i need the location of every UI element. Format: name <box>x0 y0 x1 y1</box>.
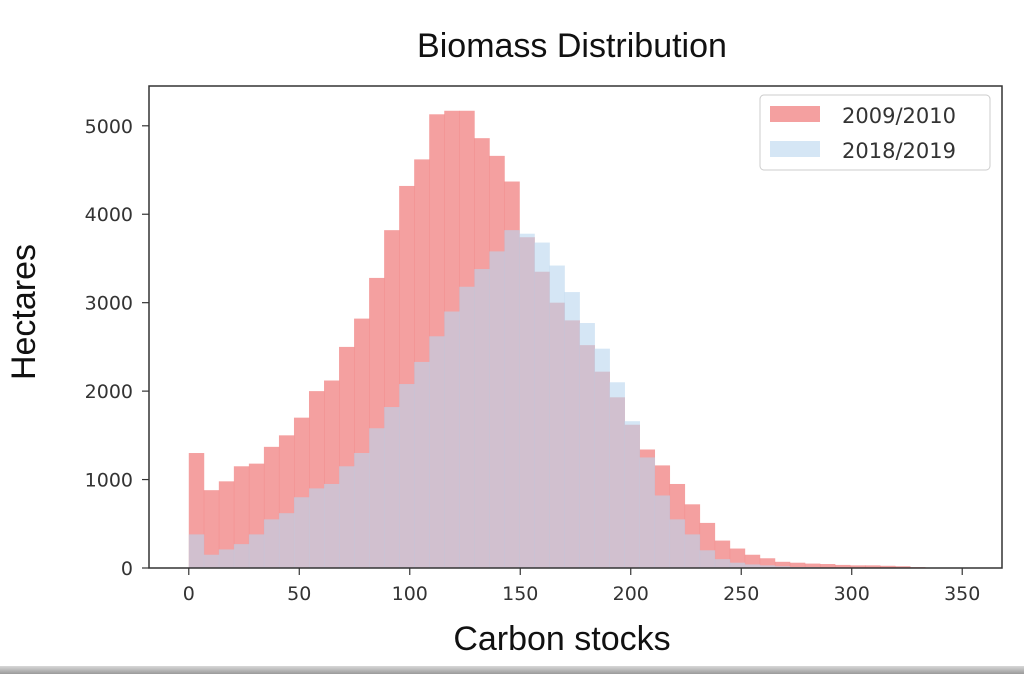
x-tick-label: 200 <box>613 583 649 605</box>
histogram-bar <box>324 483 340 568</box>
x-tick-label: 150 <box>502 583 538 605</box>
histogram-bars <box>188 110 971 569</box>
histogram-bar <box>729 562 746 568</box>
histogram-bar <box>444 311 460 568</box>
histogram-bar <box>474 269 490 568</box>
histogram-bar <box>759 565 776 568</box>
histogram-bar <box>218 481 235 568</box>
histogram-bar <box>895 566 911 568</box>
histogram-bar <box>549 265 565 568</box>
chart-title: Biomass Distribution <box>417 27 727 65</box>
histogram-bar <box>489 251 505 568</box>
histogram-bar <box>864 565 881 568</box>
histogram-bar <box>534 242 550 569</box>
histogram-bar <box>218 549 235 568</box>
x-axis-title: Carbon stocks <box>453 620 670 658</box>
y-tick-label: 2000 <box>85 381 133 403</box>
legend-label-2018-2019: 2018/2019 <box>842 139 956 163</box>
histogram-bar <box>669 519 686 568</box>
x-tick-label: 100 <box>392 583 428 605</box>
legend-swatch-2018-2019 <box>770 141 820 157</box>
histogram-bar <box>804 563 821 568</box>
histogram-bar <box>504 230 520 568</box>
x-tick-label: 350 <box>944 583 980 605</box>
histogram-bar <box>819 564 836 568</box>
y-axis-ticks: 0 1000 2000 3000 4000 5000 <box>85 116 149 580</box>
histogram-bar <box>308 488 325 568</box>
legend: 2009/2010 2018/2019 <box>759 94 991 171</box>
histogram-bar <box>384 407 400 568</box>
histogram-bar <box>519 233 535 568</box>
histogram-bar <box>399 384 415 568</box>
legend-swatch-2009-2010 <box>770 106 820 122</box>
plot-frame <box>148 85 1003 569</box>
window-bottom-edge <box>0 666 1024 674</box>
histogram-bar <box>654 495 671 568</box>
histogram-bar <box>203 554 220 568</box>
histogram-bar <box>789 562 806 568</box>
histogram-bar <box>714 559 731 568</box>
histogram-bar <box>203 490 220 568</box>
histogram-bar <box>354 453 370 568</box>
histogram-bar <box>233 544 250 568</box>
histogram-bar <box>699 550 716 568</box>
histogram-bar <box>278 513 295 568</box>
x-axis-ticks: 0 50 100 150 200 250 300 350 <box>183 568 980 605</box>
y-tick-label: 0 <box>121 558 133 580</box>
x-tick-label: 300 <box>834 583 870 605</box>
histogram-bar <box>880 565 896 568</box>
histogram-bar <box>609 382 625 568</box>
histogram-bar <box>744 564 761 568</box>
histogram-bar <box>834 564 851 568</box>
histogram-bar <box>429 336 445 568</box>
x-tick-label: 50 <box>287 583 311 605</box>
histogram-bar <box>293 497 310 568</box>
y-axis-title: Hectares <box>5 244 43 380</box>
histogram-bar <box>774 566 791 568</box>
histogram-bar <box>233 466 250 568</box>
histogram-bar <box>414 361 430 568</box>
histogram-bar <box>639 457 656 568</box>
y-tick-label: 3000 <box>85 293 133 315</box>
histogram-bar <box>684 534 701 568</box>
histogram-bar <box>774 561 791 568</box>
legend-label-2009-2010: 2009/2010 <box>842 104 956 128</box>
x-tick-label: 250 <box>723 583 759 605</box>
histogram-bar <box>564 292 580 568</box>
y-tick-label: 4000 <box>85 204 133 226</box>
histogram-bar <box>759 558 776 568</box>
x-tick-label: 0 <box>183 583 195 605</box>
series-2018-2019 <box>188 230 851 569</box>
histogram-bar <box>579 323 595 568</box>
y-tick-label: 1000 <box>85 470 133 492</box>
histogram-bar <box>188 534 205 568</box>
histogram-bar <box>248 534 265 568</box>
histogram-bar <box>849 565 866 568</box>
histogram-bar <box>624 421 640 568</box>
histogram-bar <box>594 348 610 568</box>
y-tick-label: 5000 <box>85 116 133 138</box>
histogram-bar <box>339 466 355 568</box>
histogram-bar <box>369 428 385 568</box>
histogram-bar <box>459 286 475 568</box>
histogram-bar <box>263 519 280 568</box>
